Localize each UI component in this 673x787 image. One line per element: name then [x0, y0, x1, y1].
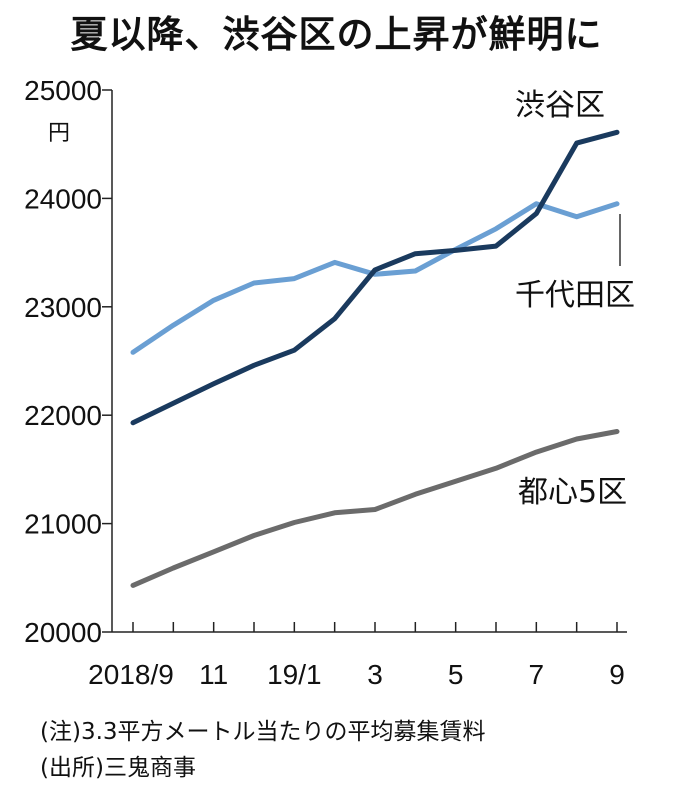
x-tick-label: 2018/9 [88, 659, 174, 690]
x-tick-label: 7 [529, 659, 545, 690]
series-line-2 [130, 429, 620, 588]
x-tick-label: 19/1 [267, 659, 322, 690]
y-tick-label: 25000 [24, 75, 102, 106]
y-axis: 25000 24000 23000 22000 21000 20000 円 [24, 75, 113, 648]
series-line-1 [130, 201, 620, 355]
y-unit-label: 円 [48, 121, 70, 146]
x-tick-label: 11 [199, 659, 228, 690]
note-source: (出所)三鬼商事 [40, 755, 196, 781]
y-tick-label: 20000 [24, 617, 102, 648]
y-tick-label: 23000 [24, 292, 102, 323]
series-line-0 [130, 129, 620, 426]
x-tick-label: 3 [367, 659, 383, 690]
y-tick-label: 21000 [24, 509, 102, 540]
x-tick-label: 9 [609, 659, 625, 690]
series-lines [130, 129, 620, 588]
note-definition: (注)3.3平方メートル当たりの平均募集賃料 [40, 719, 486, 745]
series-label-1: 千代田区 [515, 278, 635, 313]
x-axis: 2018/9 11 19/1 3 5 7 9 [88, 622, 627, 690]
chart-title: 夏以降、渋谷区の上昇が鮮明に [70, 13, 603, 56]
y-tick-label: 24000 [24, 183, 102, 214]
series-label-0: 渋谷区 [515, 88, 605, 123]
y-tick-label: 22000 [24, 400, 102, 431]
series-label-2: 都心5区 [518, 475, 627, 510]
x-tick-label: 5 [448, 659, 464, 690]
